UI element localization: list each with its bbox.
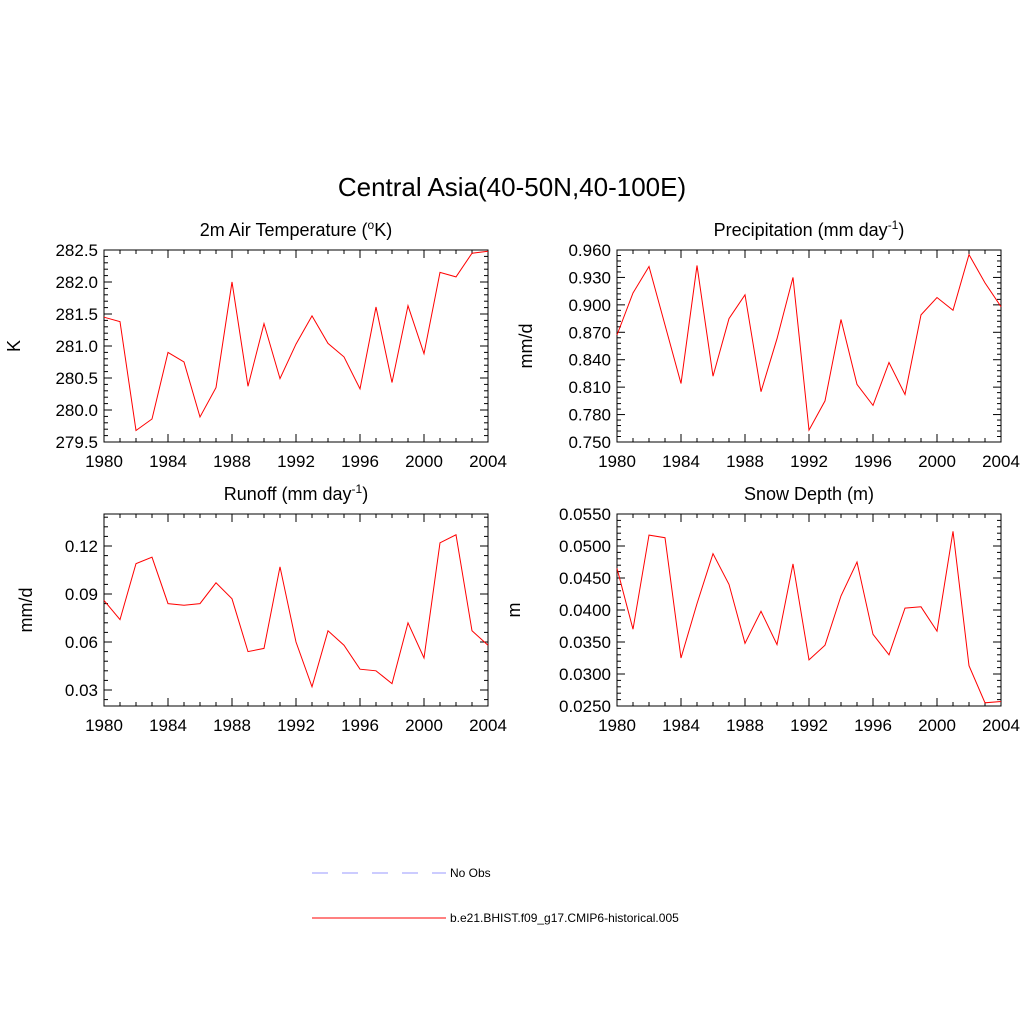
series-line: [103, 534, 489, 689]
x-tick-label: 1980: [85, 452, 123, 471]
x-tick-label: 1988: [726, 452, 764, 471]
panel-title: Precipitation (mm day-1): [714, 218, 905, 240]
legend: No Obs b.e21.BHIST.f09_g17.CMIP6-histori…: [312, 866, 679, 925]
y-tick-label: 282.0: [55, 273, 98, 292]
y-tick-label: 0.840: [568, 351, 611, 370]
y-tick-label: 281.5: [55, 305, 98, 324]
x-tick-label: 1996: [341, 716, 379, 735]
y-tick-label: 0.0400: [559, 601, 611, 620]
y-tick-label: 0.0250: [559, 697, 611, 716]
y-tick-label: 281.0: [55, 337, 98, 356]
y-tick-label: 0.12: [65, 537, 98, 556]
y-tick-label: 0.900: [568, 296, 611, 315]
figure-title: Central Asia(40-50N,40-100E): [338, 172, 686, 202]
legend-obs-label: No Obs: [450, 866, 491, 880]
x-tick-label: 1992: [277, 452, 315, 471]
x-tick-label: 1980: [598, 716, 636, 735]
x-tick-label: 1992: [277, 716, 315, 735]
y-tick-label: 280.0: [55, 401, 98, 420]
panel-1: 2m Air Temperature (oK) K 1980 1984 1988 1992…: [4, 218, 507, 471]
x-tick-label: 1984: [662, 452, 700, 471]
x-tick-label: 1992: [790, 452, 828, 471]
plot-frame: [616, 249, 1002, 443]
x-tick-label: 2000: [918, 452, 956, 471]
x-tick-label: 1984: [149, 716, 187, 735]
y-tick-label: 0.09: [65, 585, 98, 604]
series-line: [616, 253, 1002, 432]
panel-3: Runoff (mm day-1) mm/d 1980 1984 1988 1992 199…: [16, 482, 507, 735]
y-tick-label: 0.06: [65, 633, 98, 652]
y-tick-label: 280.5: [55, 369, 98, 388]
x-tick-label: 2004: [469, 716, 507, 735]
x-tick-label: 2000: [405, 452, 443, 471]
y-tick-label: 279.5: [55, 433, 98, 452]
x-tick-label: 1984: [149, 452, 187, 471]
y-tick-label: 0.810: [568, 378, 611, 397]
y-tick-label: 0.960: [568, 241, 611, 260]
y-tick-label: 0.750: [568, 433, 611, 452]
x-tick-label: 1996: [341, 452, 379, 471]
panel-4: Snow Depth (m) m 1980 1984 1988 1992 1996 2000 2…: [504, 484, 1020, 735]
y-axis-label: mm/d: [16, 588, 36, 633]
panel-title: Runoff (mm day-1): [224, 482, 368, 504]
plot-frame: [103, 249, 489, 443]
x-tick-label: 1988: [213, 716, 251, 735]
x-tick-label: 1980: [85, 716, 123, 735]
y-tick-label: 282.5: [55, 241, 98, 260]
y-axis-label: m: [504, 603, 524, 618]
y-tick-label: 0.0550: [559, 505, 611, 524]
y-tick-label: 0.0300: [559, 665, 611, 684]
series-line: [103, 250, 489, 432]
x-tick-label: 1980: [598, 452, 636, 471]
x-tick-label: 2004: [982, 452, 1020, 471]
x-tick-label: 1984: [662, 716, 700, 735]
x-tick-label: 2000: [918, 716, 956, 735]
legend-model-label: b.e21.BHIST.f09_g17.CMIP6-historical.005: [450, 911, 679, 925]
y-tick-label: 0.03: [65, 681, 98, 700]
x-tick-label: 1992: [790, 716, 828, 735]
x-tick-label: 2000: [405, 716, 443, 735]
x-tick-label: 2004: [982, 716, 1020, 735]
x-tick-label: 1996: [854, 452, 892, 471]
y-tick-label: 0.870: [568, 323, 611, 342]
y-axis-label: mm/d: [516, 324, 536, 369]
panel-title: Snow Depth (m): [744, 484, 874, 504]
y-axis-label: K: [4, 340, 24, 352]
y-tick-label: 0.930: [568, 268, 611, 287]
y-tick-label: 0.0500: [559, 537, 611, 556]
panel-title: 2m Air Temperature (oK): [200, 218, 392, 240]
y-tick-label: 0.0350: [559, 633, 611, 652]
y-tick-label: 0.0450: [559, 569, 611, 588]
y-tick-label: 0.780: [568, 406, 611, 425]
x-tick-label: 1996: [854, 716, 892, 735]
x-tick-label: 2004: [469, 452, 507, 471]
x-tick-label: 1988: [726, 716, 764, 735]
series-line: [616, 531, 1002, 704]
x-tick-label: 1988: [213, 452, 251, 471]
panel-2: Precipitation (mm day-1) mm/d 1980 1984 1988…: [516, 218, 1020, 471]
